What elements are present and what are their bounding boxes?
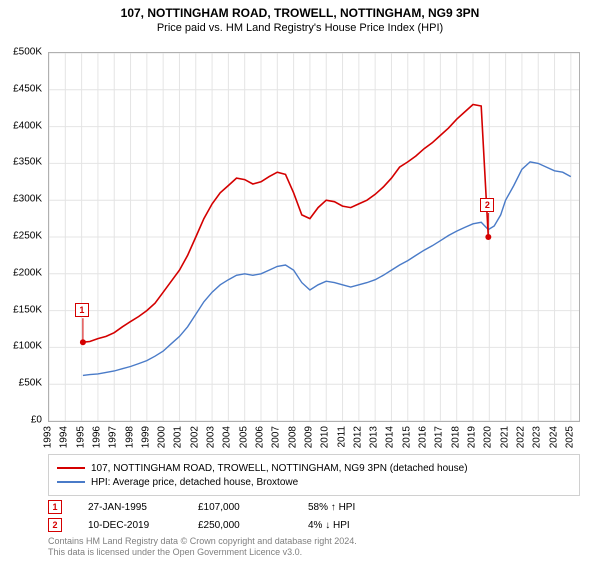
x-tick-label: 2017 [434, 426, 445, 448]
legend-item: 107, NOTTINGHAM ROAD, TROWELL, NOTTINGHA… [57, 461, 571, 475]
y-tick-label: £150K [13, 304, 42, 315]
chart-marker-badge: 2 [480, 198, 494, 212]
legend-swatch [57, 467, 85, 469]
transaction-delta: 58% ↑ HPI [308, 502, 355, 513]
transaction-date: 27-JAN-1995 [88, 502, 198, 513]
x-tick-label: 2009 [303, 426, 314, 448]
transaction-price: £250,000 [198, 520, 308, 531]
x-tick-label: 2011 [336, 426, 347, 448]
x-tick-label: 2021 [499, 426, 510, 448]
y-tick-label: £200K [13, 267, 42, 278]
transaction-row: 1 27-JAN-1995 £107,000 58% ↑ HPI [48, 498, 355, 516]
x-tick-label: 2012 [352, 426, 363, 448]
x-tick-label: 2015 [401, 426, 412, 448]
legend-label: HPI: Average price, detached house, Brox… [91, 477, 298, 488]
y-tick-label: £100K [13, 341, 42, 352]
y-tick-label: £400K [13, 120, 42, 131]
y-tick-label: £500K [13, 47, 42, 58]
chart-marker-badge: 1 [75, 303, 89, 317]
x-tick-label: 2001 [173, 426, 184, 448]
marker-badge: 2 [48, 518, 62, 532]
plot-svg [49, 53, 579, 421]
x-tick-label: 1995 [75, 426, 86, 448]
attribution: Contains HM Land Registry data © Crown c… [48, 536, 357, 559]
x-tick-label: 2019 [467, 426, 478, 448]
x-tick-label: 2023 [532, 426, 543, 448]
transaction-date: 10-DEC-2019 [88, 520, 198, 531]
x-tick-label: 2007 [271, 426, 282, 448]
x-tick-label: 2020 [483, 426, 494, 448]
x-tick-label: 1998 [124, 426, 135, 448]
x-tick-label: 2016 [418, 426, 429, 448]
x-tick-label: 2008 [287, 426, 298, 448]
x-tick-label: 2003 [206, 426, 217, 448]
y-tick-label: £350K [13, 157, 42, 168]
x-tick-label: 2013 [369, 426, 380, 448]
x-tick-label: 2018 [450, 426, 461, 448]
transaction-price: £107,000 [198, 502, 308, 513]
transaction-details: 1 27-JAN-1995 £107,000 58% ↑ HPI 2 10-DE… [48, 498, 355, 534]
x-tick-label: 2022 [515, 426, 526, 448]
chart-title: 107, NOTTINGHAM ROAD, TROWELL, NOTTINGHA… [0, 6, 600, 20]
marker-badge: 1 [48, 500, 62, 514]
y-tick-label: £0 [31, 415, 42, 426]
x-tick-label: 1999 [140, 426, 151, 448]
x-tick-label: 2005 [238, 426, 249, 448]
x-tick-label: 2000 [157, 426, 168, 448]
attribution-line: Contains HM Land Registry data © Crown c… [48, 536, 357, 547]
x-tick-label: 1994 [59, 426, 70, 448]
x-tick-label: 1996 [91, 426, 102, 448]
y-tick-label: £250K [13, 231, 42, 242]
legend-item: HPI: Average price, detached house, Brox… [57, 475, 571, 489]
x-tick-label: 2004 [222, 426, 233, 448]
legend-label: 107, NOTTINGHAM ROAD, TROWELL, NOTTINGHA… [91, 463, 468, 474]
x-tick-label: 2025 [564, 426, 575, 448]
attribution-line: This data is licensed under the Open Gov… [48, 547, 357, 558]
x-tick-label: 2010 [320, 426, 331, 448]
legend-swatch [57, 481, 85, 483]
x-tick-label: 2014 [385, 426, 396, 448]
legend: 107, NOTTINGHAM ROAD, TROWELL, NOTTINGHA… [48, 454, 580, 496]
x-tick-label: 2024 [548, 426, 559, 448]
chart-area: £0£50K£100K£150K£200K£250K£300K£350K£400… [48, 52, 580, 422]
plot-background [48, 52, 580, 422]
transaction-delta: 4% ↓ HPI [308, 520, 350, 531]
x-tick-label: 1997 [108, 426, 119, 448]
x-tick-label: 1993 [43, 426, 54, 448]
y-tick-label: £450K [13, 83, 42, 94]
transaction-row: 2 10-DEC-2019 £250,000 4% ↓ HPI [48, 516, 355, 534]
y-tick-label: £50K [19, 378, 42, 389]
chart-subtitle: Price paid vs. HM Land Registry's House … [0, 22, 600, 34]
x-tick-label: 2002 [189, 426, 200, 448]
x-tick-label: 2006 [255, 426, 266, 448]
chart-container: 107, NOTTINGHAM ROAD, TROWELL, NOTTINGHA… [0, 6, 600, 566]
y-tick-label: £300K [13, 194, 42, 205]
